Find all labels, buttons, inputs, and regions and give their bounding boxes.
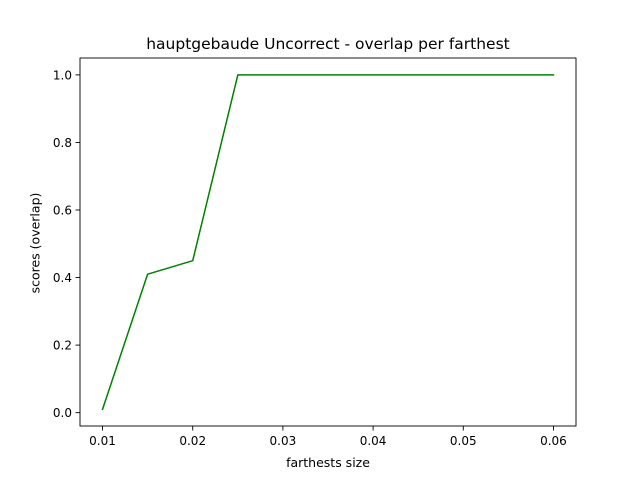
y-tick-label: 0.8 [53,136,72,150]
x-axis-ticks: 0.01 0.02 0.03 0.04 0.05 0.06 [89,426,567,448]
x-tick-label: 0.02 [179,434,206,448]
series-line-0 [101,74,555,411]
x-axis-label: farthests size [286,455,370,470]
y-tick-label: 0.4 [53,271,72,285]
x-tick-label: 0.04 [360,434,387,448]
y-axis-ticks: 0.0 0.2 0.4 0.6 0.8 1.0 [53,68,80,420]
y-tick-label: 0.2 [53,339,72,353]
plot-area [79,57,577,427]
y-tick-label: 1.0 [53,68,72,82]
axes-frame [79,57,577,427]
x-tick-label: 0.01 [89,434,116,448]
chart-title: hauptgebaude Uncorrect - overlap per far… [146,35,510,53]
y-tick-label: 0.0 [53,406,72,420]
y-tick-label: 0.6 [53,203,72,217]
x-tick-label: 0.03 [270,434,297,448]
y-axis-label: scores (overlap) [28,193,43,294]
x-tick-label: 0.06 [540,434,567,448]
x-tick-label: 0.05 [450,434,477,448]
